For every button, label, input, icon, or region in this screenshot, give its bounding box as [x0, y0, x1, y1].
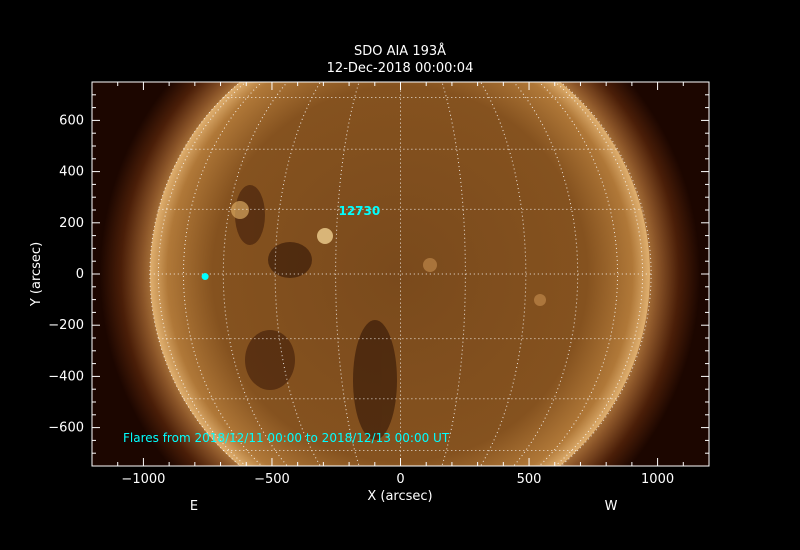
- y-tick-label: 0: [76, 267, 84, 282]
- y-tick-label: 600: [59, 113, 84, 128]
- plot-title: SDO AIA 193Å: [354, 43, 446, 59]
- x-axis-label: X (arcsec): [367, 489, 432, 504]
- x-tick-label: −1000: [121, 472, 165, 487]
- y-tick-label: 200: [59, 216, 84, 231]
- longitude-line: [559, 82, 652, 466]
- axis-ticks: −1000 −500 0 500 1000 −600 −400 −200 0 200 400 600: [48, 82, 710, 487]
- active-region-label: 12730: [338, 204, 380, 218]
- plot-subtitle: 12-Dec-2018 00:00:04: [327, 61, 474, 76]
- x-tick-label: 1000: [641, 472, 674, 487]
- east-label: E: [190, 499, 198, 514]
- y-axis-label: Y (arcsec): [29, 242, 44, 307]
- longitude-line: [441, 82, 466, 466]
- flare-marker[interactable]: [201, 273, 209, 281]
- x-tick-label: 500: [517, 472, 542, 487]
- longitude-line: [335, 82, 360, 466]
- x-tick-label: −500: [254, 472, 290, 487]
- y-tick-label: 400: [59, 165, 84, 180]
- x-tick-label: 0: [396, 472, 404, 487]
- active-region-brightenings: [231, 201, 546, 306]
- y-tick-label: −600: [48, 421, 84, 436]
- y-tick-label: −400: [48, 369, 84, 384]
- y-tick-label: −200: [48, 318, 84, 333]
- coronal-holes: [235, 185, 397, 440]
- heliographic-grid: [149, 82, 652, 466]
- flare-annotation: Flares from 2018/12/11 00:00 to 2018/12/…: [123, 431, 450, 445]
- west-label: W: [605, 499, 618, 514]
